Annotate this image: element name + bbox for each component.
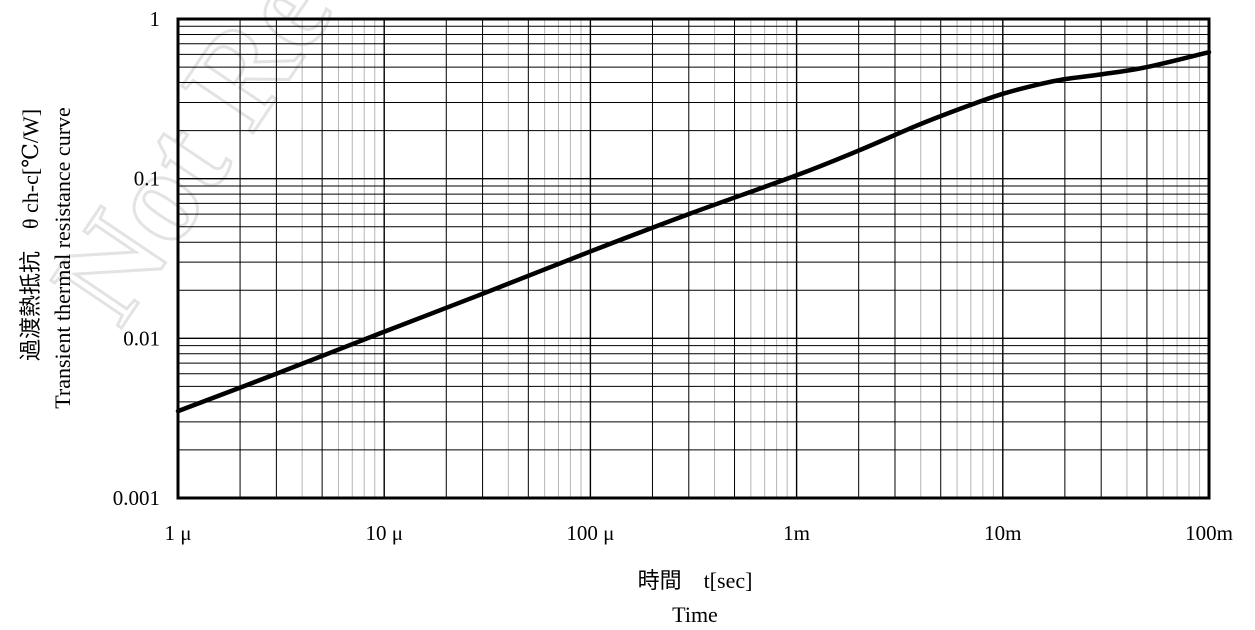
y-tick-label: 1 bbox=[150, 7, 161, 31]
x-tick-label: 100 μ bbox=[566, 521, 614, 545]
y-axis-title-line2: Transient thermal resistance curve bbox=[50, 107, 75, 409]
watermark-text: Not Recommended bbox=[25, 0, 736, 346]
y-axis-title-line1: 過渡熱抵抗 θ ch-c[℃/W] bbox=[18, 109, 43, 361]
y-tick-labels: 0.001 0.01 0.1 1 bbox=[113, 7, 160, 510]
x-tick-label: 10m bbox=[984, 521, 1021, 545]
minor-grid bbox=[301, 19, 1201, 498]
x-tick-label: 100m bbox=[1185, 521, 1233, 545]
y-tick-label: 0.01 bbox=[123, 326, 160, 350]
x-tick-label: 10 μ bbox=[365, 521, 403, 545]
x-tick-label: 1m bbox=[783, 521, 810, 545]
x-tick-labels: 1 μ 10 μ 100 μ 1m 10m 100m bbox=[164, 521, 1232, 545]
thermal-resistance-curve bbox=[175, 49, 1212, 414]
x-tick-label: 1 μ bbox=[164, 521, 191, 545]
curve-layer bbox=[175, 49, 1212, 414]
major-grid bbox=[177, 19, 1209, 499]
x-axis-title-line2: Time bbox=[672, 602, 718, 627]
y-tick-label: 0.1 bbox=[134, 167, 160, 191]
plot-frame bbox=[176, 17, 1211, 500]
y-tick-label: 0.001 bbox=[113, 486, 160, 510]
x-axis-title-line1: 時間 t[sec] bbox=[638, 568, 753, 593]
